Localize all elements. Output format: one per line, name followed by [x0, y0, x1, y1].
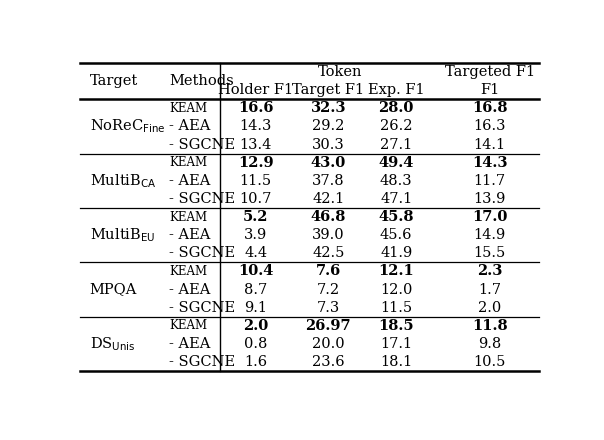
Text: F1: F1 [480, 83, 500, 97]
Text: 9.1: 9.1 [244, 301, 267, 315]
Text: 10.7: 10.7 [240, 192, 272, 206]
Text: 13.4: 13.4 [240, 138, 272, 151]
Text: 10.4: 10.4 [238, 264, 274, 279]
Text: Target F1: Target F1 [292, 83, 364, 97]
Text: 11.8: 11.8 [472, 319, 507, 333]
Text: 12.0: 12.0 [380, 282, 413, 297]
Text: - SGCNE: - SGCNE [169, 192, 235, 206]
Text: 49.4: 49.4 [379, 156, 414, 170]
Text: 42.5: 42.5 [312, 246, 344, 260]
Text: 45.6: 45.6 [380, 228, 413, 242]
Text: 14.1: 14.1 [474, 138, 506, 151]
Text: 15.5: 15.5 [474, 246, 506, 260]
Text: 39.0: 39.0 [312, 228, 345, 242]
Text: 9.8: 9.8 [478, 337, 501, 351]
Text: 30.3: 30.3 [312, 138, 345, 151]
Text: 2.3: 2.3 [477, 264, 503, 279]
Text: 48.3: 48.3 [380, 174, 413, 188]
Text: - AEA: - AEA [169, 119, 211, 133]
Text: KEAM: KEAM [169, 210, 207, 224]
Text: 7.3: 7.3 [316, 301, 340, 315]
Text: 2.0: 2.0 [478, 301, 501, 315]
Text: 16.3: 16.3 [474, 119, 506, 133]
Text: 20.0: 20.0 [312, 337, 345, 351]
Text: 26.97: 26.97 [306, 319, 351, 333]
Text: 2.0: 2.0 [243, 319, 268, 333]
Text: 18.1: 18.1 [380, 355, 413, 369]
Text: 4.4: 4.4 [244, 246, 268, 260]
Text: 27.1: 27.1 [380, 138, 413, 151]
Text: 26.2: 26.2 [380, 119, 413, 133]
Text: - AEA: - AEA [169, 228, 211, 242]
Text: 29.2: 29.2 [312, 119, 344, 133]
Text: 12.1: 12.1 [378, 264, 414, 279]
Text: 17.1: 17.1 [380, 337, 412, 351]
Text: 41.9: 41.9 [380, 246, 413, 260]
Text: 16.8: 16.8 [472, 101, 507, 115]
Text: Target: Target [89, 74, 138, 88]
Text: DS$_{\mathrm{Unis}}$: DS$_{\mathrm{Unis}}$ [89, 335, 135, 353]
Text: 18.5: 18.5 [378, 319, 414, 333]
Text: - SGCNE: - SGCNE [169, 355, 235, 369]
Text: 7.2: 7.2 [316, 282, 340, 297]
Text: 14.3: 14.3 [472, 156, 507, 170]
Text: - AEA: - AEA [169, 174, 211, 188]
Text: 8.7: 8.7 [244, 282, 268, 297]
Text: 0.8: 0.8 [244, 337, 268, 351]
Text: 1.6: 1.6 [244, 355, 268, 369]
Text: Exp. F1: Exp. F1 [368, 83, 425, 97]
Text: Holder F1: Holder F1 [218, 83, 294, 97]
Text: 10.5: 10.5 [474, 355, 506, 369]
Text: 28.0: 28.0 [379, 101, 414, 115]
Text: KEAM: KEAM [169, 265, 207, 278]
Text: 46.8: 46.8 [310, 210, 346, 224]
Text: Token: Token [318, 65, 362, 79]
Text: 23.6: 23.6 [312, 355, 345, 369]
Text: - SGCNE: - SGCNE [169, 301, 235, 315]
Text: - SGCNE: - SGCNE [169, 246, 235, 260]
Text: 12.9: 12.9 [238, 156, 274, 170]
Text: 11.5: 11.5 [380, 301, 412, 315]
Text: 14.9: 14.9 [474, 228, 506, 242]
Text: MPQA: MPQA [89, 282, 137, 297]
Text: 42.1: 42.1 [312, 192, 344, 206]
Text: KEAM: KEAM [169, 319, 207, 332]
Text: 11.7: 11.7 [474, 174, 506, 188]
Text: 47.1: 47.1 [380, 192, 413, 206]
Text: 32.3: 32.3 [310, 101, 346, 115]
Text: 37.8: 37.8 [312, 174, 345, 188]
Text: 5.2: 5.2 [243, 210, 268, 224]
Text: - SGCNE: - SGCNE [169, 138, 235, 151]
Text: 1.7: 1.7 [478, 282, 501, 297]
Text: 17.0: 17.0 [472, 210, 507, 224]
Text: 45.8: 45.8 [378, 210, 414, 224]
Text: - AEA: - AEA [169, 282, 211, 297]
Text: 7.6: 7.6 [316, 264, 341, 279]
Text: MultiB$_{\mathrm{EU}}$: MultiB$_{\mathrm{EU}}$ [89, 226, 155, 244]
Text: MultiB$_{\mathrm{CA}}$: MultiB$_{\mathrm{CA}}$ [89, 172, 156, 190]
Text: KEAM: KEAM [169, 156, 207, 169]
Text: Methods: Methods [169, 74, 234, 88]
Text: 11.5: 11.5 [240, 174, 272, 188]
Text: 13.9: 13.9 [474, 192, 506, 206]
Text: KEAM: KEAM [169, 102, 207, 115]
Text: - AEA: - AEA [169, 337, 211, 351]
Text: NoReC$_{\mathrm{Fine}}$: NoReC$_{\mathrm{Fine}}$ [89, 117, 165, 135]
Text: 14.3: 14.3 [240, 119, 272, 133]
Text: 43.0: 43.0 [310, 156, 346, 170]
Text: Targeted F1: Targeted F1 [445, 65, 535, 79]
Text: 3.9: 3.9 [244, 228, 268, 242]
Text: 16.6: 16.6 [238, 101, 274, 115]
